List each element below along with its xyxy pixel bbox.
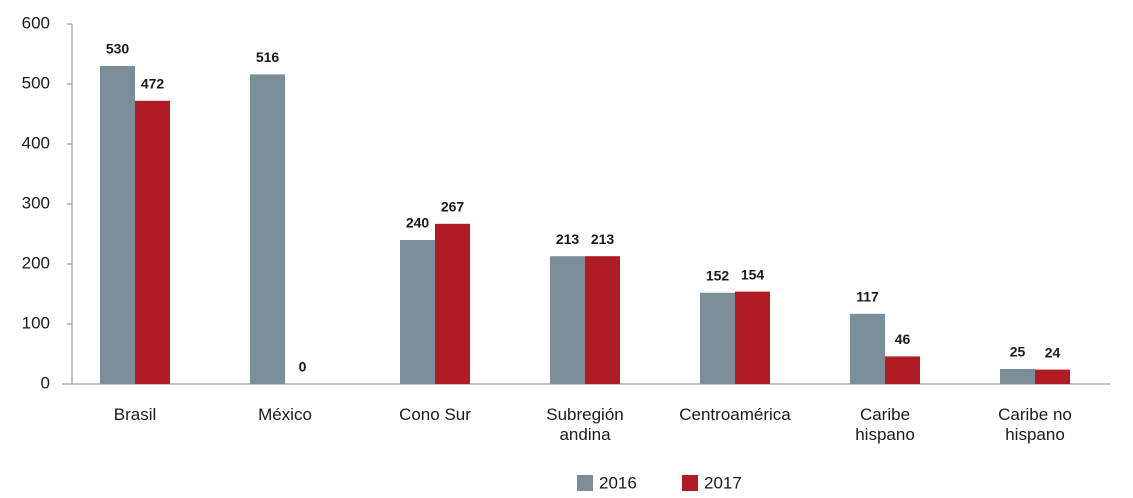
- y-tick-label: 100: [22, 313, 50, 332]
- bar: [735, 291, 770, 384]
- y-tick-label: 300: [22, 193, 50, 212]
- data-label: 530: [106, 41, 130, 57]
- bar: [1035, 369, 1070, 384]
- x-tick-label: Caribe no hispano: [998, 405, 1072, 444]
- bar: [400, 240, 435, 384]
- bar: [1000, 369, 1035, 384]
- data-label: 213: [556, 231, 580, 247]
- data-label: 46: [895, 331, 911, 347]
- data-label: 213: [591, 231, 615, 247]
- bar: [100, 66, 135, 384]
- legend-label: 2016: [599, 473, 637, 492]
- bar: [850, 313, 885, 384]
- legend-swatch: [682, 475, 698, 491]
- y-tick-label: 600: [22, 13, 50, 32]
- bar: [250, 74, 285, 385]
- bar: [135, 100, 170, 385]
- x-tick-label: Brasil: [114, 405, 157, 424]
- legend-swatch: [577, 475, 593, 491]
- x-tick-label: Cono Sur: [399, 405, 471, 424]
- data-label: 117: [856, 289, 879, 305]
- y-tick-label: 400: [22, 133, 50, 152]
- data-label: 516: [256, 49, 280, 65]
- legend-label: 2017: [704, 473, 742, 492]
- data-label: 267: [441, 199, 465, 215]
- data-label: 240: [406, 215, 430, 231]
- y-tick-label: 0: [41, 373, 50, 392]
- data-label: 25: [1010, 344, 1026, 360]
- data-label: 472: [141, 76, 165, 92]
- bar: [435, 223, 470, 384]
- x-tick-label: Centroamérica: [679, 405, 791, 424]
- data-label: 0: [299, 359, 307, 375]
- data-label: 154: [741, 266, 765, 282]
- data-label: 152: [706, 268, 730, 284]
- y-tick-label: 200: [22, 253, 50, 272]
- y-tick-label: 500: [22, 73, 50, 92]
- bar: [700, 292, 735, 384]
- data-label: 24: [1045, 344, 1061, 360]
- x-tick-label: México: [258, 405, 312, 424]
- x-tick-label: Caribe hispano: [855, 405, 915, 444]
- x-tick-label: Subregión andina: [546, 405, 624, 444]
- bar: [550, 256, 585, 384]
- bar: [585, 256, 620, 384]
- bar: [885, 356, 920, 384]
